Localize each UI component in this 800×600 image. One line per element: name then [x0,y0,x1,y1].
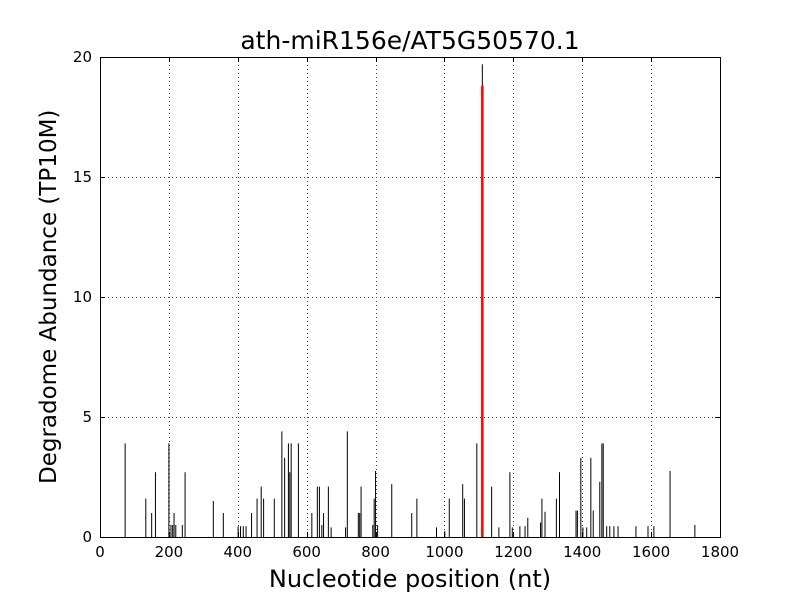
x-tick-label: 1200 [494,543,532,561]
x-tick-label: 1000 [425,543,463,561]
x-tick-label: 1800 [701,543,739,561]
plot-frame [100,57,721,538]
chart-title: ath-miR156e/AT5G50570.1 [240,26,580,55]
y-axis-label: Degradome Abundance (TP10M) [36,109,62,485]
x-tick-label: 800 [361,543,390,561]
y-tick-label: 15 [73,168,92,186]
x-axis-label: Nucleotide position (nt) [268,565,552,593]
y-tick-label: 20 [73,48,92,66]
stem-series [124,64,696,537]
axis-ticks [100,57,721,538]
x-tick-label: 200 [155,543,184,561]
y-tick-label: 5 [82,408,92,426]
x-tick-label: 0 [95,543,105,561]
x-tick-label: 1600 [632,543,670,561]
y-tick-label: 10 [73,288,92,306]
x-tick-label: 600 [292,543,321,561]
grid [100,57,720,537]
x-tick-label: 400 [223,543,252,561]
x-tick-label: 1400 [563,543,601,561]
y-tick-label: 0 [82,528,92,546]
